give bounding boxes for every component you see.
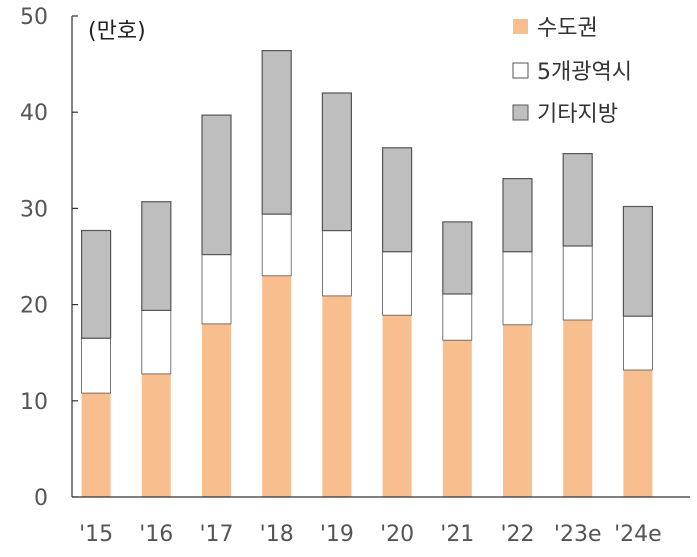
x-tick-label: '18 (260, 522, 294, 547)
bar-3-7 (442, 221, 473, 295)
bar-1-2 (141, 373, 171, 497)
bar-1-5 (322, 295, 352, 497)
bar-1-1 (81, 393, 111, 497)
bar-3-9 (562, 153, 593, 247)
axes-group: '15 '16 '17 '18 '19 '20 '21 '22 '23e '24e 0 10 20 30 4… (20, 5, 690, 547)
x-tick-label: '16 (139, 522, 173, 547)
bar-3-2 (141, 201, 172, 311)
x-tick-label: '15 (79, 522, 113, 547)
x-tick-label: '19 (320, 522, 354, 547)
bar-2-6 (382, 251, 413, 316)
bar-2-7 (442, 293, 473, 341)
bar-1-6 (382, 315, 412, 497)
bar-3-1 (80, 229, 112, 339)
x-tick-label: '22 (500, 522, 534, 547)
bar-3-8 (502, 178, 533, 253)
bar-3-5 (321, 92, 352, 232)
bar-2-4 (261, 213, 292, 277)
bar-2-9 (562, 245, 593, 321)
bar-2-3 (201, 254, 232, 325)
bar-1-7 (442, 340, 472, 497)
bar-1-9 (563, 320, 593, 497)
bar-3-6 (382, 147, 413, 253)
bar-3-4 (261, 49, 292, 215)
legend-label-2: 5개광역시 (537, 60, 632, 85)
x-tick-label: '17 (199, 522, 233, 547)
x-tick-label: '20 (380, 522, 414, 547)
unit-label: (만호) (88, 19, 146, 44)
y-tick-label: 40 (20, 101, 48, 126)
legend-label-1: 수도권 (537, 16, 598, 41)
bar-3-3 (201, 114, 232, 256)
bar-2-10 (623, 315, 653, 371)
legend-swatch-2 (512, 62, 529, 79)
bar-1-3 (202, 323, 231, 497)
bar-3-10 (622, 205, 654, 317)
x-tick-label: '21 (440, 522, 474, 547)
bar-2-2 (141, 309, 172, 375)
y-tick-label: 20 (20, 294, 48, 319)
bar-1-4 (262, 275, 292, 497)
x-tick-label: '23e (554, 522, 602, 547)
bar-2-1 (81, 337, 111, 394)
y-tick-label: 30 (20, 197, 48, 222)
legend-swatch-3 (512, 104, 529, 121)
y-tick-label: 10 (20, 390, 48, 415)
legend-swatch-1 (513, 19, 528, 34)
y-tick-label: 0 (34, 486, 48, 511)
bar-2-5 (321, 230, 352, 297)
bar-1-10 (623, 370, 653, 497)
y-tick-label: 50 (20, 5, 48, 30)
bars-group (80, 49, 654, 497)
bar-1-8 (503, 324, 532, 497)
bar-2-8 (502, 251, 533, 326)
legend-label-3: 기타지방 (537, 102, 618, 127)
x-tick-label: '24e (614, 522, 662, 547)
